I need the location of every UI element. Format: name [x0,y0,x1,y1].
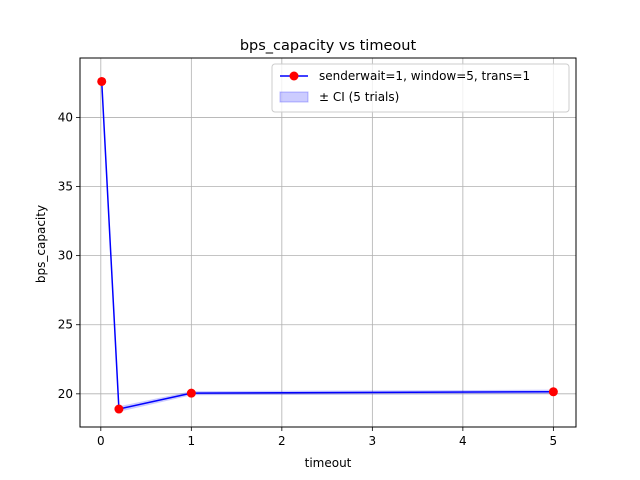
x-tick-label: 1 [188,434,196,448]
data-point [114,404,124,414]
legend-marker-swatch [289,71,299,81]
x-tick-label: 2 [278,434,286,448]
grid-lines [80,58,576,427]
x-axis-ticks: 0 1 2 3 4 5 [97,427,557,448]
legend: senderwait=1, window=5, trans=1 ± CI (5 … [271,63,570,113]
y-axis-ticks: 20 25 30 35 40 [58,110,80,401]
series-markers [97,76,558,414]
y-axis-title: bps_capacity [34,205,48,283]
y-tick-label: 20 [58,387,73,401]
x-tick-label: 3 [369,434,377,448]
y-tick-label: 35 [58,180,73,194]
data-point [548,387,558,397]
legend-series-label: senderwait=1, window=5, trans=1 [319,69,530,83]
series-line [100,81,554,410]
x-axis-title: timeout [305,456,352,470]
chart-title: bps_capacity vs timeout [240,38,417,54]
x-tick-label: 0 [97,434,105,448]
y-tick-label: 25 [58,318,73,332]
legend-ci-label: ± CI (5 trials) [319,90,399,104]
data-point [97,76,107,86]
legend-ci-swatch [279,91,309,103]
x-tick-label: 5 [550,434,558,448]
legend-box [271,63,570,113]
data-point [186,388,196,398]
series-line-layer [100,81,554,410]
y-tick-label: 30 [58,249,73,263]
y-tick-label: 40 [58,110,73,124]
x-tick-label: 4 [459,434,467,448]
plot-area-frame [79,57,577,428]
